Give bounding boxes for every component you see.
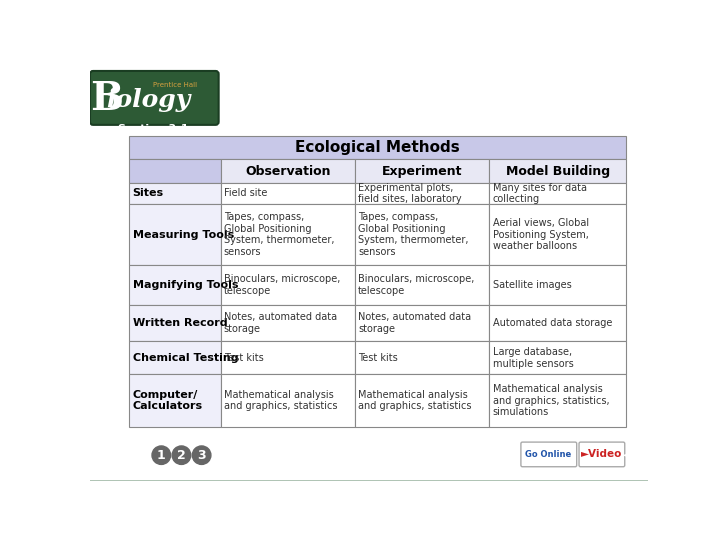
Bar <box>221 341 355 375</box>
Text: Tapes, compass,
Global Positioning
System, thermometer,
sensors: Tapes, compass, Global Positioning Syste… <box>359 212 469 257</box>
Text: Sites: Sites <box>132 188 163 198</box>
Text: ◄: ◄ <box>622 444 639 464</box>
Bar <box>490 183 626 204</box>
Bar <box>355 265 490 305</box>
Text: 2: 2 <box>177 449 186 462</box>
Text: iology: iology <box>106 88 190 112</box>
Text: Computer/
Calculators: Computer/ Calculators <box>132 390 203 411</box>
Text: Notes, automated data
storage: Notes, automated data storage <box>359 312 472 334</box>
Bar <box>129 341 221 375</box>
Text: ►: ► <box>635 444 652 464</box>
Bar <box>355 305 490 341</box>
FancyBboxPatch shape <box>90 71 219 125</box>
Text: ►Video: ►Video <box>581 449 622 460</box>
Text: Notes, automated data
storage: Notes, automated data storage <box>224 312 337 334</box>
Bar <box>90 65 648 128</box>
Text: Mathematical analysis
and graphics, statistics,
simulations: Mathematical analysis and graphics, stat… <box>492 384 609 417</box>
Text: Experimental plots,
field sites, laboratory: Experimental plots, field sites, laborat… <box>359 183 462 204</box>
Text: Ecological Methods: Ecological Methods <box>295 140 460 155</box>
Text: Experiment: Experiment <box>382 165 462 178</box>
Bar <box>355 341 490 375</box>
Bar <box>129 204 221 265</box>
Bar <box>129 305 221 341</box>
Text: Binoculars, microscope,
telescope: Binoculars, microscope, telescope <box>359 274 474 296</box>
Bar <box>221 204 355 265</box>
Bar <box>221 159 355 183</box>
Text: Prentice Hall: Prentice Hall <box>153 82 197 88</box>
Circle shape <box>192 446 211 464</box>
Text: Measuring Tools: Measuring Tools <box>132 230 234 240</box>
Bar <box>129 159 221 183</box>
Text: Mathematical analysis
and graphics, statistics: Mathematical analysis and graphics, stat… <box>224 390 338 411</box>
Text: Mathematical analysis
and graphics, statistics: Mathematical analysis and graphics, stat… <box>359 390 472 411</box>
Bar <box>129 375 221 427</box>
Bar <box>129 183 221 204</box>
Text: Binoculars, microscope,
telescope: Binoculars, microscope, telescope <box>224 274 341 296</box>
Bar <box>355 159 490 183</box>
Bar <box>490 341 626 375</box>
Text: Observation: Observation <box>246 165 330 178</box>
Bar <box>221 265 355 305</box>
Text: Automated data storage: Automated data storage <box>492 318 612 328</box>
Text: Test kits: Test kits <box>224 353 264 363</box>
Text: Tapes, compass,
Global Positioning
System, thermometer,
sensors: Tapes, compass, Global Positioning Syste… <box>224 212 334 257</box>
Bar <box>355 375 490 427</box>
Bar <box>490 305 626 341</box>
Text: Go to
Section:: Go to Section: <box>112 442 154 464</box>
Text: © Pearson Education, Inc., publishing as Pearson Prentice Hall. All rights reser: © Pearson Education, Inc., publishing as… <box>400 65 617 71</box>
Polygon shape <box>90 65 648 433</box>
Polygon shape <box>90 114 648 481</box>
Text: Aerial views, Global
Positioning System,
weather balloons: Aerial views, Global Positioning System,… <box>492 218 589 251</box>
FancyBboxPatch shape <box>521 442 577 467</box>
Text: Satellite images: Satellite images <box>492 280 572 290</box>
Text: 3: 3 <box>197 449 206 462</box>
FancyBboxPatch shape <box>579 442 625 467</box>
Text: Magnifying Tools: Magnifying Tools <box>132 280 238 290</box>
Bar <box>355 183 490 204</box>
Text: Model Building: Model Building <box>506 165 610 178</box>
Text: Written Record: Written Record <box>132 318 228 328</box>
Text: B: B <box>91 80 124 118</box>
Bar <box>490 159 626 183</box>
Text: Large database,
multiple sensors: Large database, multiple sensors <box>492 347 573 369</box>
Text: Many sites for data
collecting: Many sites for data collecting <box>492 183 587 204</box>
Bar <box>355 204 490 265</box>
Text: Go Online: Go Online <box>525 450 571 459</box>
Bar <box>90 433 648 481</box>
Text: 1: 1 <box>157 449 166 462</box>
Text: Test kits: Test kits <box>359 353 398 363</box>
Circle shape <box>152 446 171 464</box>
Bar <box>129 265 221 305</box>
Text: Compare/Contrast Table: Compare/Contrast Table <box>286 89 569 109</box>
Bar <box>490 204 626 265</box>
Text: Section 3-1: Section 3-1 <box>118 124 189 134</box>
Bar <box>221 183 355 204</box>
Bar <box>221 375 355 427</box>
Bar <box>221 305 355 341</box>
Bar <box>490 375 626 427</box>
Text: Field site: Field site <box>224 188 267 198</box>
Text: Chemical Testing: Chemical Testing <box>132 353 238 363</box>
Circle shape <box>172 446 191 464</box>
Bar <box>490 265 626 305</box>
Bar <box>129 136 626 159</box>
